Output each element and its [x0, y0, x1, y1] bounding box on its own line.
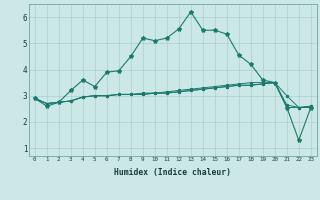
X-axis label: Humidex (Indice chaleur): Humidex (Indice chaleur) — [114, 168, 231, 177]
